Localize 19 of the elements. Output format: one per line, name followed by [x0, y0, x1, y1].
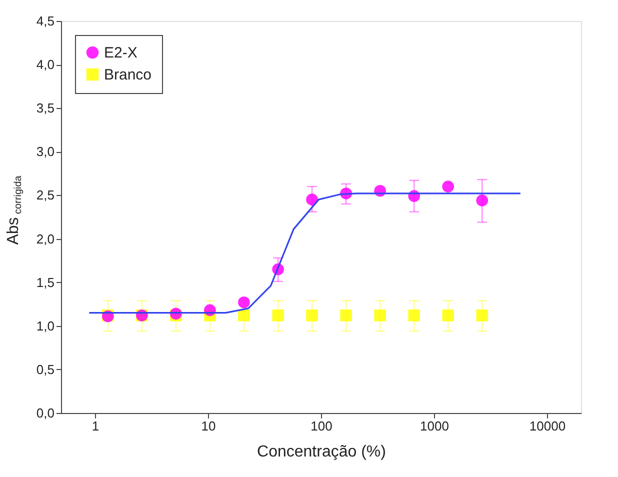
y-tick-label: 3,0: [36, 144, 54, 160]
y-tick-label: 0,5: [36, 362, 54, 377]
y-tick-label: 3,5: [36, 100, 54, 116]
y-tick-label: 2,0: [36, 231, 54, 246]
y-tick-label: 1,5: [36, 274, 54, 290]
legend-label: Branco: [104, 66, 152, 84]
y-tick-label: 0,0: [36, 406, 54, 420]
y-tick-label: 1,0: [36, 318, 54, 334]
x-tick-label: 10: [201, 418, 216, 434]
y-tick-label: 4,0: [36, 57, 54, 72]
legend-label: E2-X: [104, 44, 138, 62]
x-tick-label: 1000: [420, 418, 449, 434]
y-tick-label: 2,5: [36, 188, 54, 203]
x-tick-label: 100: [310, 418, 332, 434]
y-tick-label: 4,5: [36, 14, 54, 28]
x-axis-title: Concentração (%): [257, 444, 386, 460]
x-tick-label: 10000: [529, 418, 566, 434]
x-tick-label: 1: [92, 418, 100, 434]
y-axis-title: Abscorrigida: [5, 175, 24, 245]
